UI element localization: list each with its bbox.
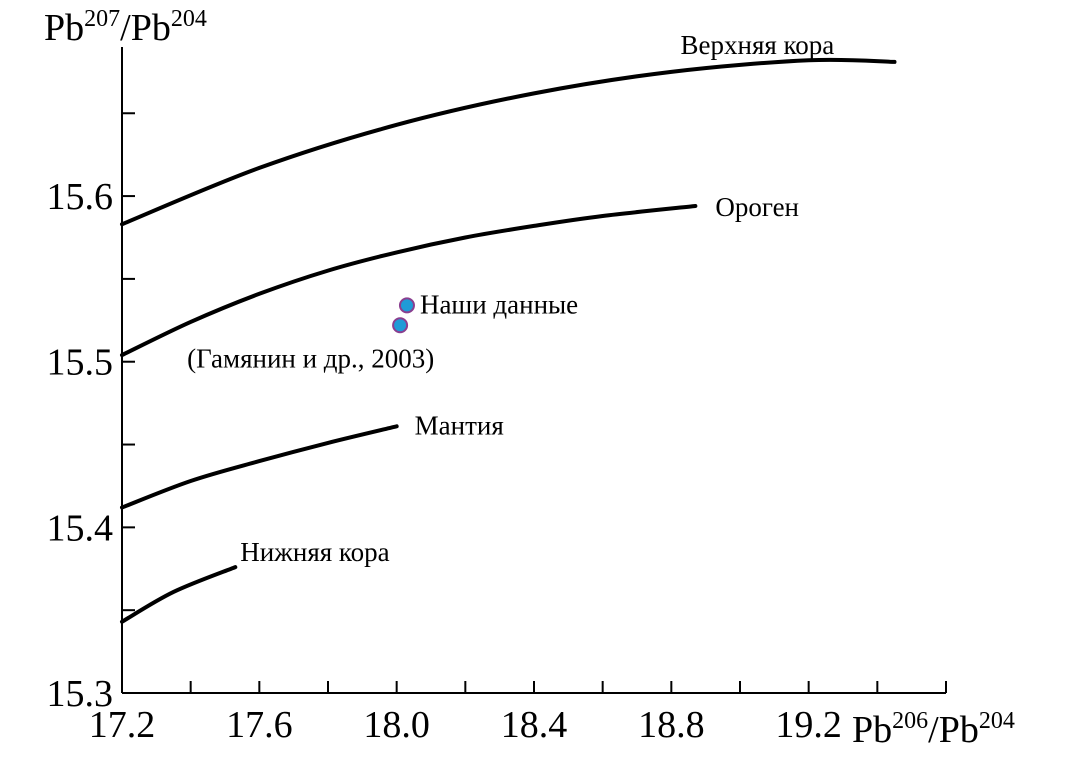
x-tick-label-4: 18.8 xyxy=(638,704,705,746)
axes: 17.2 17.6 18.0 18.4 18.8 19.2 15.3 15.4 15.5 15.6 xyxy=(47,47,947,746)
x-axis-title-sup1: 206 xyxy=(892,708,928,734)
curves xyxy=(120,57,897,624)
upper-crust-label: Верхняя кора xyxy=(681,30,835,60)
labels: Верхняя кора Ороген Мантия Нижняя кора Наши … xyxy=(187,30,834,567)
y-axis-title-sup1: 207 xyxy=(84,6,120,32)
orogen-curve xyxy=(120,204,698,358)
x-tick-label-5: 19.2 xyxy=(775,704,842,746)
y-axis-title-base1: Pb xyxy=(44,7,84,49)
x-axis-title-sup2: 204 xyxy=(979,708,1015,734)
our-data-label: Наши данные xyxy=(420,289,578,319)
citation-label: (Гамянин и др., 2003) xyxy=(187,343,434,373)
y-axis-title-sup2: 204 xyxy=(171,6,207,32)
data-point-1 xyxy=(392,317,409,334)
data-points xyxy=(392,297,415,334)
y-tick-label-0: 15.3 xyxy=(47,673,114,715)
upper-crust-curve xyxy=(120,57,897,227)
y-tick-label-3: 15.6 xyxy=(47,176,114,218)
x-tick-label-2: 18.0 xyxy=(363,704,430,746)
x-tick-label-0: 17.2 xyxy=(89,704,156,746)
mantle-label: Мантия xyxy=(415,410,504,440)
orogen-label: Ороген xyxy=(715,192,799,222)
x-tick-label-1: 17.6 xyxy=(226,704,293,746)
y-axis-title-sep: / xyxy=(120,7,131,49)
y-axis-title-base2: Pb xyxy=(131,7,171,49)
x-axis-title: Pb206/Pb204 xyxy=(852,708,1015,751)
x-axis-title-base2: Pb xyxy=(939,709,979,751)
y-tick-label-2: 15.5 xyxy=(47,342,114,384)
data-point-0 xyxy=(398,297,415,314)
y-axis-title: Pb207/Pb204 xyxy=(44,6,207,49)
x-axis-title-base1: Pb xyxy=(852,709,892,751)
x-tick-label-3: 18.4 xyxy=(501,704,568,746)
x-axis-title-sep: / xyxy=(928,709,939,751)
y-tick-label-1: 15.4 xyxy=(47,507,114,549)
lower-crust-curve xyxy=(120,565,238,624)
lower-crust-label: Нижняя кора xyxy=(240,537,389,567)
mantle-curve xyxy=(120,424,399,510)
